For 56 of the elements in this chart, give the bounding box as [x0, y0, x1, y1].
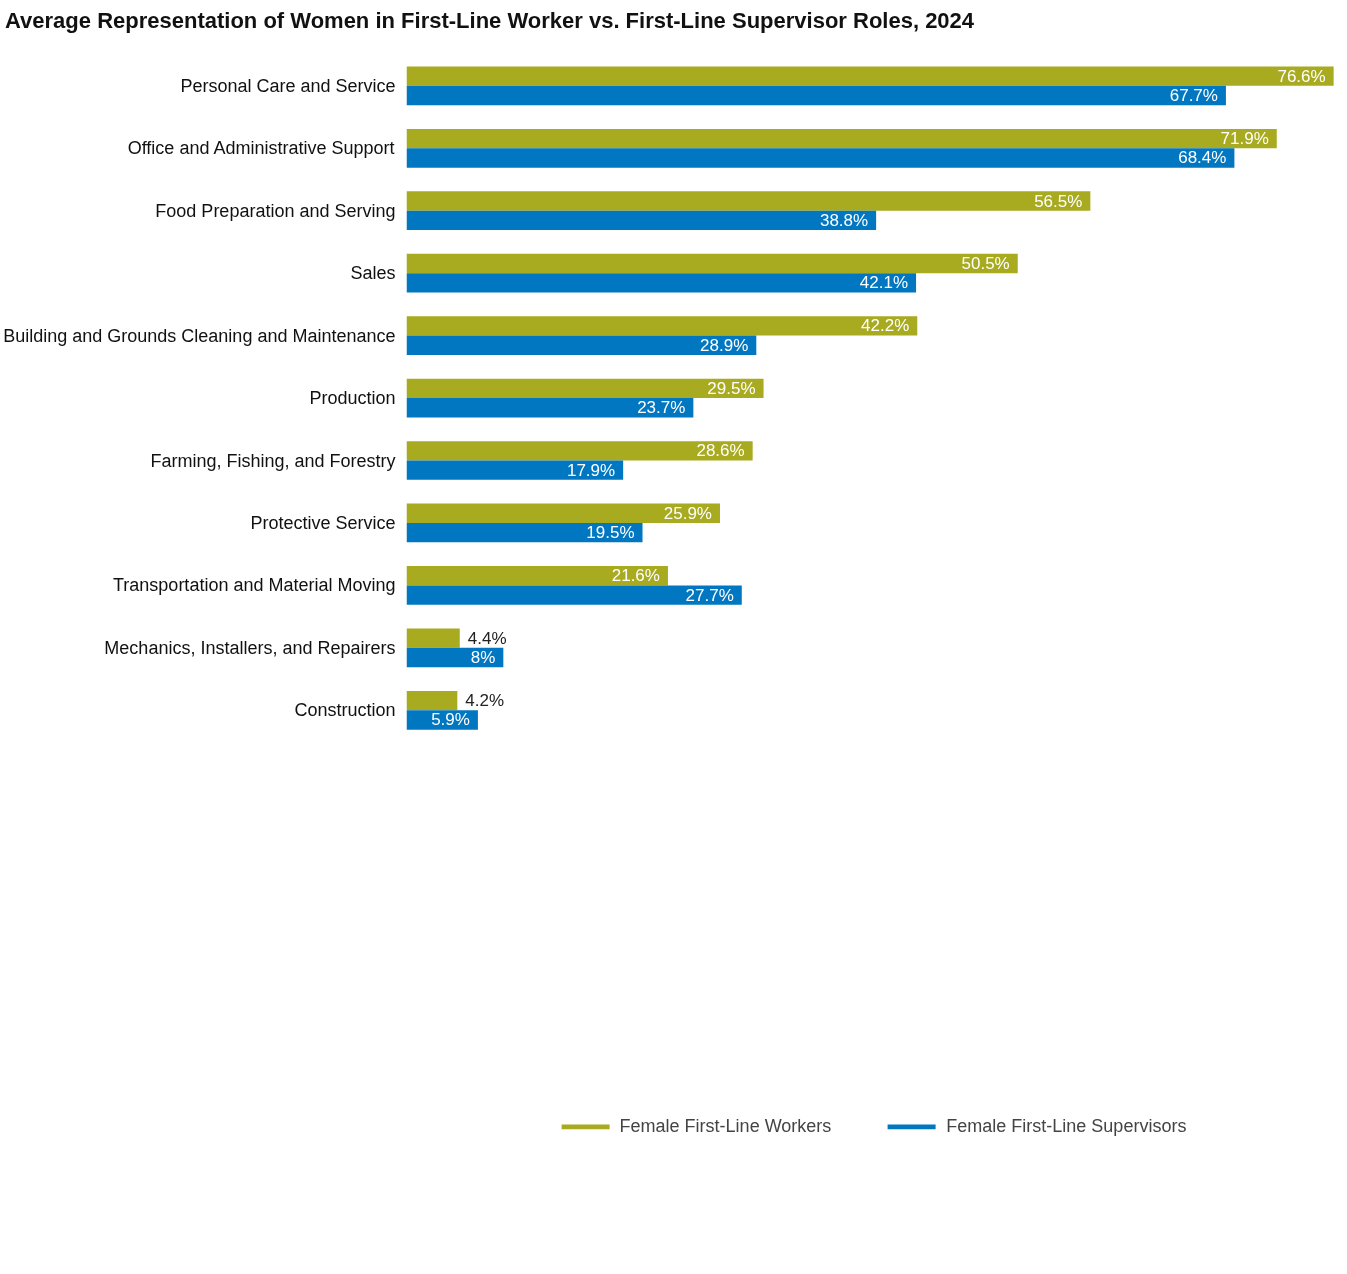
data-label: 56.5% — [1034, 191, 1083, 211]
bar — [406, 66, 1334, 87]
y-tick-label: Building and Grounds Cleaning and Maintenance — [3, 326, 396, 347]
bar — [406, 523, 643, 543]
bar — [406, 86, 1226, 106]
data-label: 8% — [470, 648, 496, 668]
data-label: 67.7% — [1169, 86, 1218, 106]
data-label: 50.5% — [961, 254, 1010, 274]
legend-label: Female First-Line Supervisors — [946, 1115, 1187, 1137]
data-label: 38.8% — [819, 211, 869, 231]
bar — [406, 254, 1018, 274]
bar — [406, 398, 694, 418]
bar — [406, 504, 720, 524]
y-tick-label: Office and Administrative Support — [127, 138, 395, 159]
data-label: 29.5% — [707, 379, 756, 399]
y-tick-label: Food Preparation and Serving — [155, 201, 396, 222]
bar — [406, 211, 877, 231]
data-label: 5.9% — [431, 710, 470, 730]
bar — [406, 148, 1235, 169]
y-tick-label: Production — [309, 388, 396, 409]
y-tick-label: Mechanics, Installers, and Repairers — [104, 638, 396, 659]
bar — [406, 129, 1277, 149]
bar — [406, 316, 918, 337]
data-label: 4.4% — [467, 629, 507, 649]
data-label: 21.6% — [611, 566, 660, 586]
y-tick-label: Transportation and Material Moving — [113, 575, 396, 596]
data-label: 17.9% — [566, 461, 616, 481]
data-label: 25.9% — [663, 504, 712, 524]
bar — [406, 336, 757, 356]
data-label: 76.6% — [1277, 67, 1326, 87]
y-tick-label: Farming, Fishing, and Forestry — [150, 450, 396, 471]
data-label: 27.7% — [685, 585, 734, 605]
bar — [406, 460, 624, 481]
bar — [406, 191, 1091, 212]
bar — [406, 566, 668, 586]
data-label: 28.9% — [700, 336, 749, 356]
bar — [406, 441, 753, 461]
bar — [406, 585, 742, 606]
legend-label: Female First-Line Workers — [619, 1115, 832, 1137]
bar — [406, 379, 764, 399]
data-label: 19.5% — [586, 523, 635, 543]
data-label: 4.2% — [465, 691, 505, 711]
y-tick-label: Sales — [350, 263, 396, 284]
y-tick-label: Protective Service — [250, 513, 396, 534]
data-label: 68.4% — [1178, 148, 1227, 168]
bar — [406, 691, 458, 711]
data-label: 71.9% — [1220, 129, 1269, 149]
chart-title: Average Representation of Women in First-Line Worker vs. First-Line Supervisor Roles, 2024 — [5, 8, 975, 33]
data-label: 23.7% — [637, 398, 686, 418]
data-label: 28.6% — [696, 441, 745, 461]
bar — [406, 273, 917, 293]
data-label: 42.2% — [861, 316, 910, 336]
data-label: 42.1% — [859, 273, 909, 293]
y-tick-label: Personal Care and Service — [180, 76, 396, 97]
y-tick-label: Construction — [294, 700, 396, 721]
bar — [406, 628, 460, 649]
